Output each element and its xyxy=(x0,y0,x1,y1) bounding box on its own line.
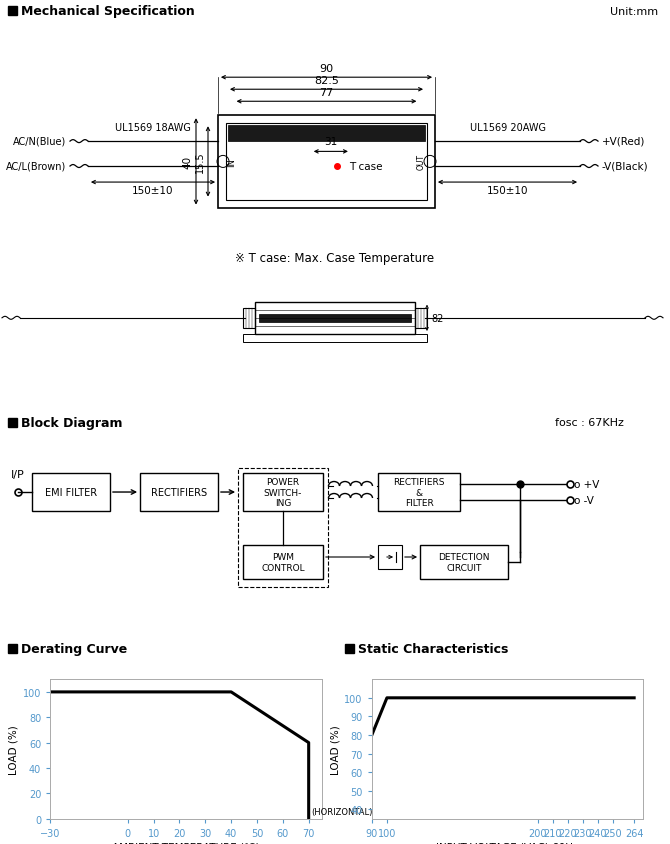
Text: 40: 40 xyxy=(182,155,192,169)
Text: o +V: o +V xyxy=(574,479,600,490)
Bar xyxy=(243,308,255,328)
Text: 90: 90 xyxy=(320,64,334,74)
Bar xyxy=(259,315,411,322)
Y-axis label: LOAD (%): LOAD (%) xyxy=(330,724,340,774)
Bar xyxy=(8,7,17,16)
Bar xyxy=(238,468,328,587)
Text: PWM
CONTROL: PWM CONTROL xyxy=(261,553,305,572)
X-axis label: AMBIENT TEMPERATURE (℃): AMBIENT TEMPERATURE (℃) xyxy=(112,841,260,844)
Text: Static Characteristics: Static Characteristics xyxy=(358,642,509,655)
Text: IN: IN xyxy=(228,158,237,166)
Text: (HORIZONTAL): (HORIZONTAL) xyxy=(312,807,373,816)
Text: o -V: o -V xyxy=(574,495,594,506)
Text: 31: 31 xyxy=(324,138,338,147)
Text: 15.5: 15.5 xyxy=(195,151,205,173)
Bar xyxy=(243,545,323,579)
Text: RECTIFIERS
&
FILTER: RECTIFIERS & FILTER xyxy=(393,478,445,507)
Text: 82: 82 xyxy=(431,313,444,323)
Text: UL1569 18AWG: UL1569 18AWG xyxy=(115,123,191,133)
Bar xyxy=(243,473,323,511)
Text: -V(Black): -V(Black) xyxy=(602,161,649,170)
Text: 77: 77 xyxy=(320,88,334,98)
Text: AC/N(Blue): AC/N(Blue) xyxy=(13,136,66,146)
Text: 150±10: 150±10 xyxy=(486,186,528,196)
Bar xyxy=(345,644,354,653)
Text: 82.5: 82.5 xyxy=(314,76,339,86)
Text: EMI FILTER: EMI FILTER xyxy=(45,488,97,497)
Text: AC/L(Brown): AC/L(Brown) xyxy=(6,161,66,170)
Text: OUT: OUT xyxy=(417,154,425,170)
Text: T case: T case xyxy=(349,162,383,172)
Text: Unit:mm: Unit:mm xyxy=(610,7,658,17)
Text: POWER
SWITCH-
ING: POWER SWITCH- ING xyxy=(264,478,302,507)
Text: 150±10: 150±10 xyxy=(132,186,174,196)
Y-axis label: LOAD (%): LOAD (%) xyxy=(9,724,19,774)
Bar xyxy=(8,419,17,428)
Text: Derating Curve: Derating Curve xyxy=(21,642,127,655)
Text: Block Diagram: Block Diagram xyxy=(21,417,123,430)
X-axis label: INPUT VOLTAGE (VAC) 60Hz: INPUT VOLTAGE (VAC) 60Hz xyxy=(436,841,579,844)
Bar xyxy=(378,545,402,570)
Text: ※ T case: Max. Case Temperature: ※ T case: Max. Case Temperature xyxy=(235,252,435,265)
Bar xyxy=(378,473,460,511)
Bar xyxy=(420,545,508,579)
Text: Mechanical Specification: Mechanical Specification xyxy=(21,5,195,18)
Bar xyxy=(140,473,218,511)
Bar xyxy=(218,116,435,208)
Text: I/P: I/P xyxy=(11,469,25,479)
Bar xyxy=(255,302,415,334)
Text: DETECTION
CIRCUIT: DETECTION CIRCUIT xyxy=(438,553,490,572)
Bar xyxy=(415,308,427,328)
Bar xyxy=(32,473,110,511)
Bar xyxy=(228,126,425,142)
Bar xyxy=(226,124,427,200)
Text: +V(Red): +V(Red) xyxy=(602,136,645,146)
Text: RECTIFIERS: RECTIFIERS xyxy=(151,488,207,497)
Bar xyxy=(8,644,17,653)
Text: fosc : 67KHz: fosc : 67KHz xyxy=(555,418,624,428)
Text: UL1569 20AWG: UL1569 20AWG xyxy=(470,123,545,133)
Bar xyxy=(243,334,427,343)
